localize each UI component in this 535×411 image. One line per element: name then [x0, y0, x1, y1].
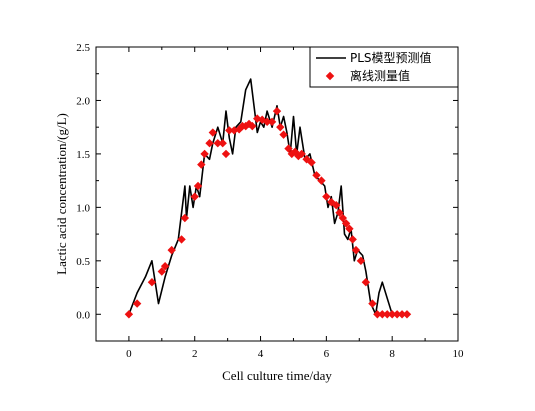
measured-point — [338, 213, 348, 223]
measured-point — [147, 278, 157, 287]
measured-point — [124, 310, 134, 319]
measured-point — [392, 310, 402, 319]
measured-point — [234, 125, 244, 134]
measured-point — [287, 149, 297, 159]
measured-point — [225, 126, 234, 135]
measured-point — [197, 160, 206, 169]
measured-point — [397, 310, 407, 319]
pls-prediction-line — [128, 78, 399, 316]
measured-point — [221, 149, 231, 159]
measured-point — [294, 151, 303, 161]
measured-point — [361, 278, 371, 287]
measured-point — [218, 139, 227, 148]
plot-frame — [95, 46, 459, 342]
measured-point — [180, 213, 190, 223]
measured-point — [402, 310, 412, 319]
measured-point — [205, 139, 214, 148]
measured-point — [262, 117, 272, 127]
measured-point — [200, 149, 209, 159]
measured-point — [177, 235, 186, 244]
x-tick-label: 0 — [126, 348, 132, 360]
measured-point — [378, 310, 387, 319]
x-axis-title: Cell culture time/day — [222, 368, 332, 383]
y-tick-label: 2.5 — [76, 42, 90, 54]
measured-point — [387, 310, 397, 319]
measured-point — [348, 235, 357, 244]
measured-point — [322, 192, 331, 201]
measured-point — [279, 130, 288, 139]
series-layer — [124, 78, 412, 319]
measured-point — [190, 192, 199, 201]
x-tick-label: 8 — [389, 348, 395, 360]
y-tick-label: 1.5 — [76, 149, 90, 161]
y-tick-label: 2.0 — [76, 95, 90, 107]
legend-box — [309, 46, 459, 88]
measured-point — [157, 267, 167, 276]
measured-point — [335, 208, 344, 217]
measured-point — [307, 158, 316, 167]
measured-point — [383, 310, 392, 319]
measured-point — [276, 122, 285, 132]
measured-point — [345, 224, 354, 233]
measured-point — [272, 106, 282, 116]
y-tick-label: 0.0 — [76, 309, 90, 321]
measured-point — [312, 171, 321, 180]
measured-point — [351, 245, 361, 255]
measured-point — [284, 144, 293, 153]
axis-ticks: 0 2 4 6 8 10 0.0 0.5 1.0 1.5 2.0 2.5 — [76, 42, 464, 360]
x-tick-label: 6 — [324, 348, 330, 360]
measured-point — [208, 128, 218, 137]
measured-point — [132, 299, 142, 308]
measured-point — [356, 256, 366, 266]
measured-point — [341, 219, 351, 228]
measured-point — [317, 176, 326, 185]
measured-point — [193, 181, 203, 191]
legend-marker-swatch — [325, 71, 335, 81]
measured-point — [373, 310, 382, 319]
y-axis-title: Lactic acid concentration/(g/L) — [54, 113, 69, 275]
measured-point — [213, 139, 222, 148]
x-tick-label: 2 — [192, 348, 198, 360]
y-tick-label: 0.5 — [76, 256, 90, 268]
legend-label-series-2: 离线测量值 — [350, 68, 410, 83]
legend: PLS模型预测值 离线测量值 — [309, 46, 459, 88]
legend-label-series-1: PLS模型预测值 — [350, 50, 432, 65]
measured-point — [167, 245, 176, 255]
measured-point — [368, 299, 377, 308]
x-tick-label: 10 — [453, 348, 465, 360]
measured-point — [160, 261, 170, 271]
measured-point — [248, 121, 257, 131]
y-tick-label: 1.0 — [76, 202, 90, 214]
measured-point — [253, 114, 262, 123]
measured-point — [267, 117, 277, 127]
x-tick-label: 4 — [258, 348, 264, 360]
measured-point — [332, 201, 341, 210]
measured-point — [297, 149, 306, 159]
